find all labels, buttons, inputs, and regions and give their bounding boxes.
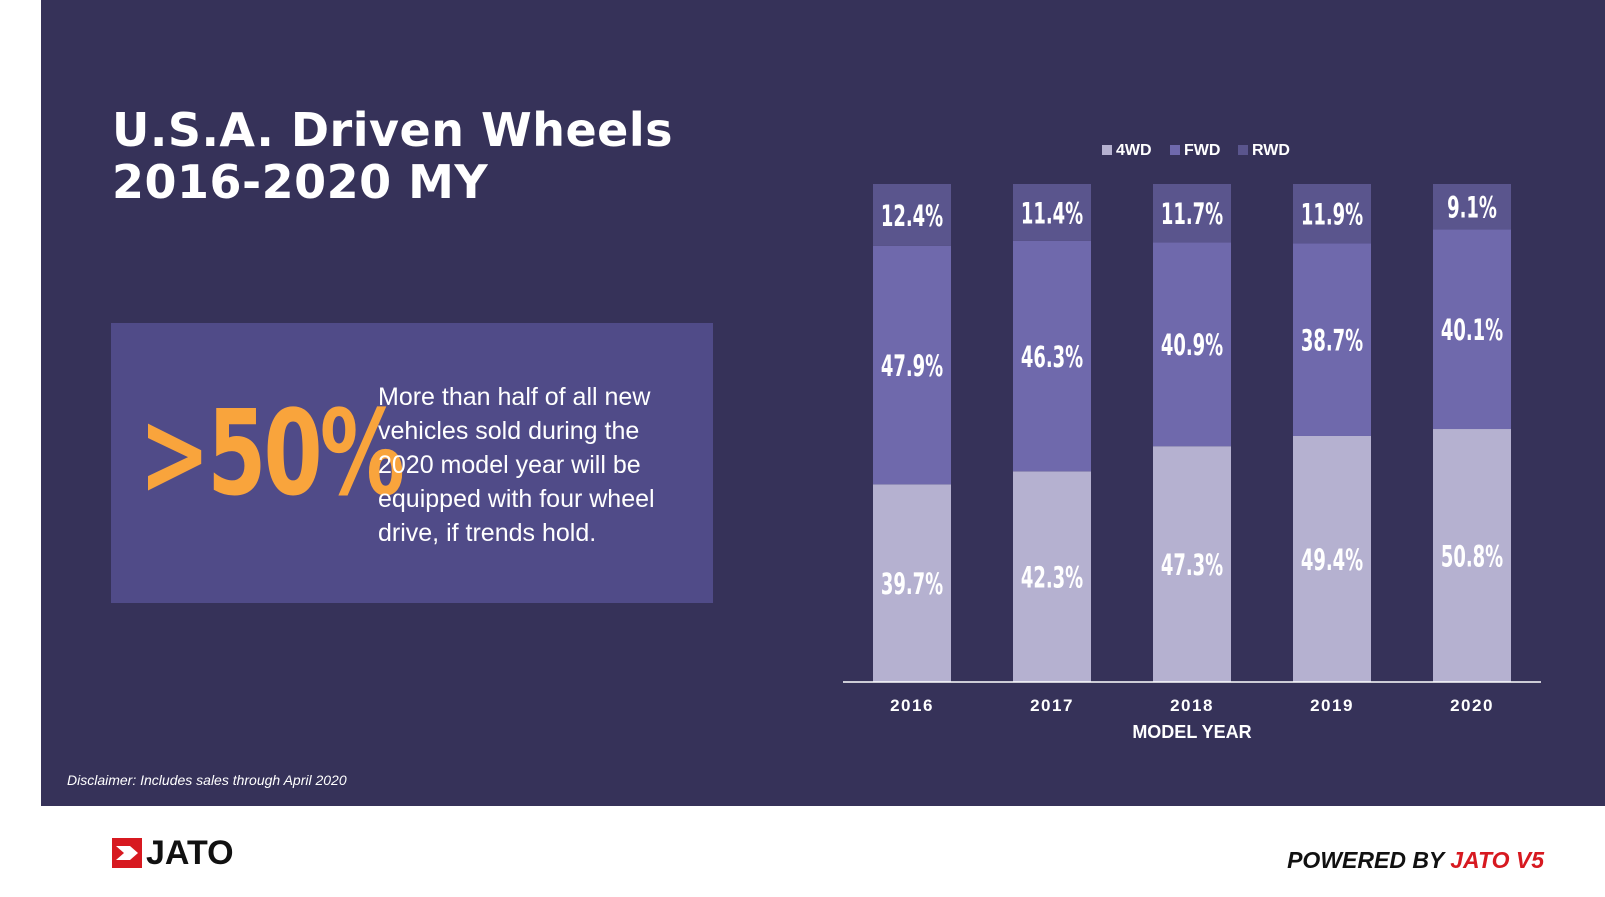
x-axis-ticks: 2016 2017 2018 2019 2020 (890, 696, 1494, 715)
data-label-fwd-2020: 40.1% (1441, 314, 1503, 348)
data-label-rwd-2019: 11.9% (1301, 198, 1363, 232)
data-label-rwd-2020: 9.1% (1447, 191, 1497, 225)
chart-legend: 4WD FWD RWD (1102, 142, 1290, 159)
bar-4wd-2017 (1013, 471, 1091, 682)
callout-box: >50% More than half of all new vehicles … (111, 323, 713, 603)
bar-fwd-2019 (1293, 243, 1371, 436)
bar-rwd-2017 (1013, 184, 1091, 241)
bar-fwd-2020 (1433, 229, 1511, 430)
title-line-2: 2016-2020 MY (112, 155, 489, 209)
x-tick-label-2016: 2016 (890, 696, 934, 715)
bar-fwd-2016 (873, 245, 951, 485)
x-axis-title: MODEL YEAR (1132, 722, 1251, 742)
data-label-4wd-2016: 39.7% (881, 568, 943, 602)
legend-label-rwd: RWD (1252, 142, 1290, 159)
bar-rwd-2016 (873, 184, 951, 246)
data-label-4wd-2020: 50.8% (1441, 540, 1503, 574)
x-tick-label-2018: 2018 (1170, 696, 1214, 715)
data-label-rwd-2017: 11.4% (1021, 197, 1083, 231)
bar-fwd-2017 (1013, 240, 1091, 472)
legend-swatch-fwd (1170, 145, 1180, 155)
bar-rwd-2019 (1293, 184, 1371, 244)
data-label-fwd-2016: 47.9% (881, 350, 943, 384)
data-label-fwd-2019: 38.7% (1301, 324, 1363, 358)
bar-4wd-2019 (1293, 435, 1371, 682)
legend-swatch-rwd (1238, 145, 1248, 155)
bar-4wd-2016 (873, 484, 951, 682)
data-label-fwd-2018: 40.9% (1161, 329, 1223, 363)
page-title: U.S.A. Driven Wheels 2016-2020 MY (112, 104, 673, 208)
title-line-1: U.S.A. Driven Wheels (112, 103, 673, 157)
bar-rwd-2018 (1153, 184, 1231, 243)
data-label-rwd-2016: 12.4% (881, 199, 943, 233)
legend-swatch-4wd (1102, 145, 1112, 155)
data-label-fwd-2017: 46.3% (1021, 341, 1083, 375)
chart-data-labels: 39.7% 47.9% 12.4% 42.3% 46.3% 11.4% 47.3% 40.9%… (881, 191, 1503, 601)
bar-fwd-2018 (1153, 242, 1231, 447)
powered-by-brand: JATO V5 (1450, 847, 1544, 873)
x-tick-label-2020: 2020 (1450, 696, 1494, 715)
powered-by-prefix: POWERED BY (1287, 847, 1451, 873)
legend-label-4wd: 4WD (1116, 142, 1152, 159)
data-label-4wd-2017: 42.3% (1021, 561, 1083, 595)
callout-text: More than half of all new vehicles sold … (378, 383, 655, 547)
x-tick-label-2017: 2017 (1030, 696, 1074, 715)
data-label-4wd-2019: 49.4% (1301, 544, 1363, 578)
bar-rwd-2020 (1433, 184, 1511, 230)
jato-logo-text: JATO (146, 834, 234, 872)
bar-4wd-2018 (1153, 446, 1231, 682)
chart-bars (873, 184, 1511, 682)
bar-4wd-2020 (1433, 429, 1511, 682)
jato-logo-icon (112, 838, 142, 868)
disclaimer-text: Disclaimer: Includes sales through April… (67, 772, 347, 788)
legend-label-fwd: FWD (1184, 142, 1220, 159)
x-tick-label-2019: 2019 (1310, 696, 1354, 715)
data-label-rwd-2018: 11.7% (1161, 198, 1223, 232)
powered-by: POWERED BY JATO V5 (1287, 847, 1544, 874)
data-label-4wd-2018: 47.3% (1161, 549, 1223, 583)
